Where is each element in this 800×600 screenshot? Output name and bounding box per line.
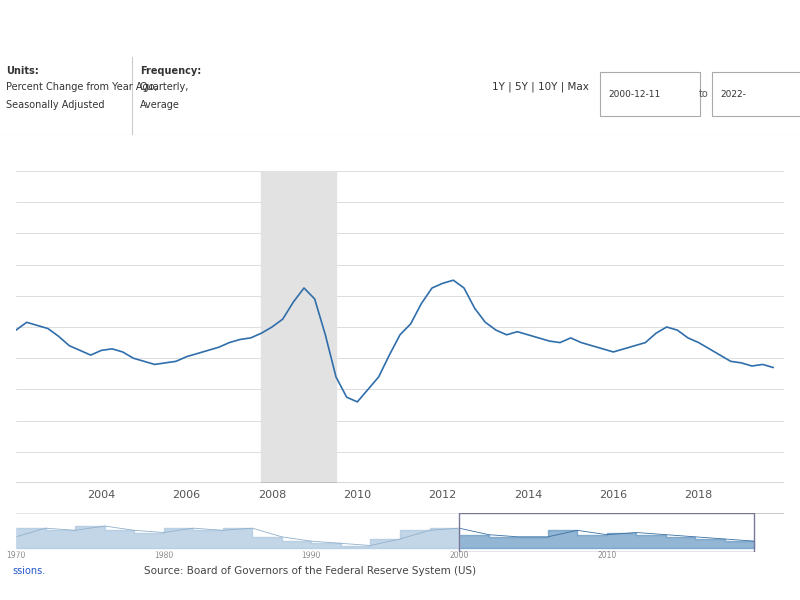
Text: Seasonally Adjusted: Seasonally Adjusted: [6, 100, 105, 110]
Text: 2008: 2008: [258, 491, 286, 500]
Text: 1Y | 5Y | 10Y | Max: 1Y | 5Y | 10Y | Max: [492, 82, 589, 92]
Text: 2000-12-11: 2000-12-11: [608, 89, 660, 98]
Text: 2022-: 2022-: [720, 89, 746, 98]
Text: Frequency:: Frequency:: [140, 67, 202, 76]
Text: 2012: 2012: [429, 491, 457, 500]
Text: 2014: 2014: [514, 491, 542, 500]
Bar: [262, 171, 336, 483]
Text: 2016: 2016: [599, 491, 627, 500]
FancyBboxPatch shape: [600, 72, 700, 116]
FancyBboxPatch shape: [712, 72, 800, 116]
Text: 2010: 2010: [597, 551, 616, 560]
Text: 2010: 2010: [343, 491, 371, 500]
Text: 2000: 2000: [450, 551, 469, 560]
Text: 2004: 2004: [87, 491, 115, 500]
Text: 1980: 1980: [154, 551, 174, 560]
Text: Source: Board of Governors of the Federal Reserve System (US): Source: Board of Governors of the Federa…: [144, 566, 476, 576]
Text: Quarterly,: Quarterly,: [140, 82, 190, 92]
Text: Percent Change from Year Ago,: Percent Change from Year Ago,: [6, 82, 158, 92]
Text: 1990: 1990: [302, 551, 321, 560]
Bar: [754, 513, 784, 552]
Text: 1970: 1970: [6, 551, 26, 560]
Bar: [459, 513, 754, 552]
Text: ssions.: ssions.: [12, 566, 46, 576]
Text: 2006: 2006: [173, 491, 201, 500]
Text: Units:: Units:: [6, 67, 39, 76]
Bar: [16, 513, 459, 552]
Text: Average: Average: [140, 100, 180, 110]
Text: 2018: 2018: [685, 491, 713, 500]
Text: to: to: [699, 89, 709, 99]
